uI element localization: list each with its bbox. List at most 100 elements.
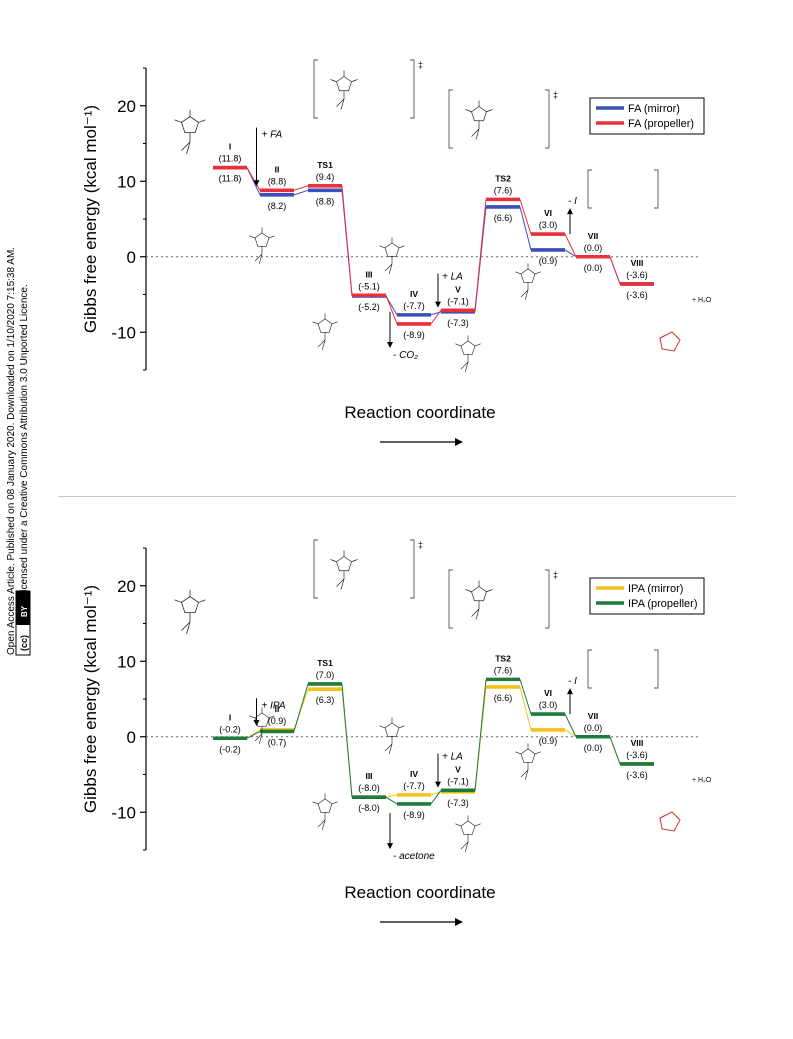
molecule-I-bond-c: [174, 599, 182, 603]
series-connector-1-5: [474, 679, 487, 791]
add-la-arrow-head: [435, 301, 441, 308]
cc-badge-label: (cc): [19, 635, 29, 651]
data-label-upper-VIII: (-3.6): [626, 270, 648, 280]
y-tick-label-3: 20: [117, 577, 136, 596]
data-label-upper-V: (-7.1): [447, 776, 469, 786]
legend-label-0: IPA (mirror): [628, 583, 683, 595]
ts-molecule-1-bond-co2: [475, 128, 480, 140]
molecule-III: [379, 237, 405, 274]
ts-molecule-1-bond-b: [486, 589, 493, 593]
data-label-lower-V: (-7.3): [447, 798, 469, 808]
molecule-III-bond-c: [379, 245, 386, 249]
data-label-upper-VIII: (-3.6): [626, 750, 648, 760]
data-label-upper-V: (-7.1): [447, 296, 469, 306]
ts-bracket-right-1: [545, 89, 550, 149]
molecule-III-bond-b: [398, 245, 405, 249]
energy-profile-chart-fa: -10 0 10 20 Gibbs free energy (kcal mol⁻¹) Re…: [81, 59, 712, 446]
molecule-II: [249, 707, 275, 744]
molecule-III-ring: [384, 242, 400, 257]
add-la-arrow-head: [435, 781, 441, 788]
section-divider: [58, 496, 736, 497]
loss-arrow-head: [387, 843, 393, 850]
product-bracket-left: [587, 649, 592, 689]
ts-molecule-0-bond-co2: [340, 578, 345, 590]
x-axis-direction-arrow-head: [455, 438, 463, 446]
data-label-lower-IV: (-8.9): [403, 810, 425, 820]
ts-bracket-1: [448, 89, 550, 149]
product-bracket-left: [587, 169, 592, 209]
legend: IPA (mirror) IPA (propeller): [589, 577, 705, 615]
legend-box: [589, 97, 705, 135]
ts-molecule-0-bond-c: [330, 79, 337, 83]
category-label-II: II: [275, 164, 280, 174]
molecule-IV-bond-b: [331, 801, 338, 805]
molecule-II: [249, 227, 275, 264]
y-tick-label-2: 10: [117, 652, 136, 671]
series-connector-0-3: [385, 794, 398, 798]
legend-label-1: IPA (propeller): [628, 598, 698, 610]
series-connector-1-4: [430, 790, 442, 805]
data-label-lower-TS2: (6.6): [494, 693, 513, 703]
molecule-V-ring: [460, 340, 476, 355]
category-label-TS1: TS1: [317, 160, 333, 170]
ts-molecule-1-bond-b: [486, 109, 493, 113]
data-label-lower-VIII: (-3.6): [626, 770, 648, 780]
category-label-III: III: [365, 771, 372, 781]
y-tick-label-1: 0: [127, 728, 136, 747]
category-label-V: V: [455, 284, 461, 294]
molecule-V-bond-co2: [464, 361, 469, 372]
license-side-note: Open Access Article. Published on 08 Jan…: [0, 0, 60, 1039]
molecule-V-ring: [460, 820, 476, 835]
molecule-V: [455, 815, 481, 852]
series-connector-0-7: [564, 249, 577, 258]
category-label-I: I: [229, 142, 231, 152]
molecule-II-bond-b: [268, 235, 275, 239]
series-connector-1-4: [430, 310, 442, 325]
molecule-V-bond-b: [474, 823, 481, 827]
molecule-IV-ring: [317, 798, 333, 813]
molecule-II-bond-co2: [258, 253, 263, 264]
molecule-I-ring: [181, 596, 199, 614]
data-label-lower-IV: (-8.9): [403, 330, 425, 340]
series-connector-1-6: [519, 679, 532, 715]
molecule-IV: [312, 313, 338, 350]
ts-bracket-left-1: [448, 89, 453, 149]
data-label-lower-V: (-7.3): [447, 318, 469, 328]
ts-dagger-1: ‡: [553, 570, 558, 580]
series-connector-1-1: [293, 683, 309, 732]
ts-bracket-right-0: [410, 59, 415, 119]
ts-molecule-1-ring: [471, 586, 487, 602]
cc-by-badge[interactable]: (cc) BY: [15, 590, 31, 656]
data-label-upper-I: (-0.2): [219, 724, 241, 734]
molecule-VI-ring: [520, 268, 536, 283]
ts-molecule-1-bond-co1: [471, 608, 480, 617]
lactone-ring-icon: [659, 811, 681, 832]
license-line-1: Open Access Article. Published on 08 Jan…: [6, 247, 17, 655]
ts-molecule-1: [465, 580, 493, 620]
molecule-IV-bond-c: [312, 321, 319, 325]
molecule-I-bond-co1: [181, 141, 191, 151]
ts-bracket-left-0: [313, 539, 318, 599]
molecule-III-bond-b: [398, 725, 405, 729]
series-connector-1-3: [385, 295, 398, 325]
series-group-1: [213, 165, 654, 326]
ts-molecule-0-bond-c: [330, 559, 337, 563]
molecule-IV: [312, 793, 338, 830]
category-label-TS2: TS2: [495, 173, 511, 183]
data-label-lower-TS1: (6.3): [316, 695, 335, 705]
molecule-VI-bond-co2: [524, 289, 529, 300]
molecule-III-bond-c: [379, 725, 386, 729]
data-label-upper-II: (8.8): [268, 176, 287, 186]
ts-molecule-1-bond-c: [465, 109, 472, 113]
data-label-lower-I: (-0.2): [219, 744, 241, 754]
series-connector-1-2: [341, 683, 353, 798]
loss-i-arrow-head: [567, 688, 573, 695]
molecule-VI-ring: [520, 748, 536, 763]
by-badge-label: BY: [20, 605, 29, 617]
molecule-II-bond-co2: [258, 733, 263, 744]
molecule-II-ring: [254, 232, 270, 247]
y-tick-label-1: 0: [127, 248, 136, 267]
add-reagent-label: + IPA: [262, 700, 286, 711]
data-label-upper-VII: (0.0): [584, 723, 603, 733]
data-label-upper-II: (0.9): [268, 716, 287, 726]
